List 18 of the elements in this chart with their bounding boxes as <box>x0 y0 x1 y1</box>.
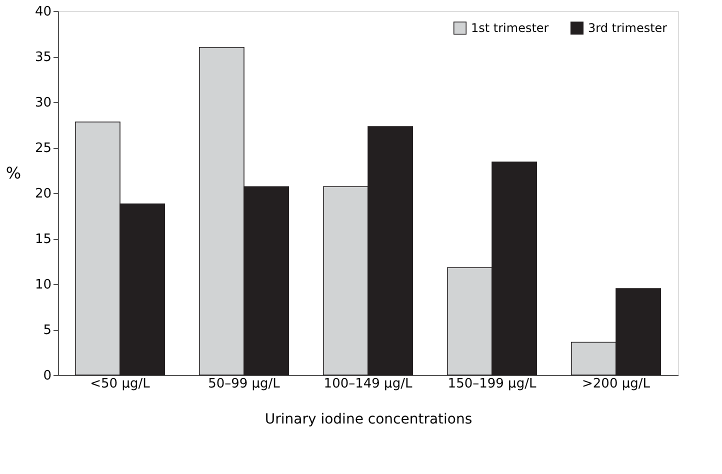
y-tick-label: 25 <box>34 141 52 156</box>
legend-label: 3rd trimester <box>588 21 668 36</box>
y-tick-label: 10 <box>34 278 52 292</box>
x-tick-label: 100–149 µg/L <box>324 376 413 392</box>
y-tick-label: 5 <box>43 323 52 338</box>
y-tick-label: 15 <box>34 232 52 247</box>
legend-label: 1st trimester <box>471 21 549 36</box>
y-tick-label: 0 <box>43 368 52 384</box>
x-tick-label: 50–99 µg/L <box>208 376 281 392</box>
y-tick-label: 40 <box>34 4 52 20</box>
x-tick-label: 150–199 µg/L <box>448 376 537 392</box>
y-tick-label: 20 <box>34 186 52 202</box>
x-tick-label: <50 µg/L <box>90 376 151 392</box>
x-tick-label: >200 µg/L <box>582 376 651 392</box>
y-tick-label: 30 <box>34 96 52 110</box>
y-axis-title: % <box>6 164 22 182</box>
x-axis-title: Urinary iodine concentrations <box>264 412 472 428</box>
y-tick-label: 35 <box>34 50 52 65</box>
